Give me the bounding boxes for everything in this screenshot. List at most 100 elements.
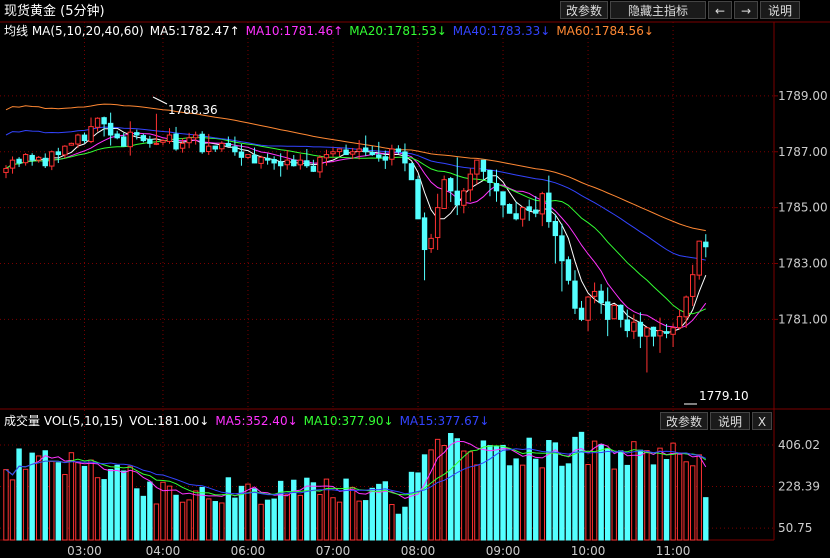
volume-bar bbox=[376, 483, 382, 541]
high-label: 1788.36 bbox=[168, 103, 218, 117]
candle bbox=[114, 130, 120, 140]
volume-bar bbox=[448, 433, 454, 541]
candle-body bbox=[3, 168, 9, 173]
candle-body bbox=[474, 159, 480, 175]
volume-bar bbox=[363, 500, 369, 541]
candle-body bbox=[225, 142, 232, 147]
candle bbox=[519, 206, 526, 227]
candle bbox=[513, 201, 519, 221]
candle bbox=[3, 165, 9, 179]
volume-bar bbox=[526, 437, 532, 541]
candle-body bbox=[107, 122, 114, 136]
candle bbox=[304, 149, 310, 168]
volume-ma-lines bbox=[5, 440, 707, 499]
volume-bar bbox=[127, 465, 133, 541]
help-button[interactable]: 说明 bbox=[760, 1, 800, 19]
candle bbox=[212, 145, 218, 152]
candle-body bbox=[598, 290, 604, 304]
candle-body bbox=[153, 142, 160, 145]
candle bbox=[317, 155, 323, 178]
arrow-left-icon[interactable]: ← bbox=[708, 1, 732, 19]
volume-bar bbox=[179, 501, 186, 541]
volume-bar bbox=[474, 464, 480, 541]
hide-main-indicator-button[interactable]: 隐藏主指标 bbox=[610, 1, 706, 19]
volume-bar bbox=[264, 499, 271, 541]
candle bbox=[179, 138, 186, 153]
candle-body bbox=[533, 209, 539, 214]
vol-help-button[interactable]: 说明 bbox=[710, 412, 750, 430]
candle bbox=[36, 156, 42, 163]
candle bbox=[199, 131, 205, 154]
candle-body bbox=[657, 330, 663, 337]
volume-bar bbox=[487, 445, 493, 541]
candle-body bbox=[68, 142, 75, 146]
candle-body bbox=[173, 133, 179, 150]
volume-bar bbox=[421, 454, 428, 541]
candle bbox=[356, 140, 362, 160]
candle bbox=[271, 156, 277, 170]
candle-body bbox=[696, 240, 702, 276]
candle-body bbox=[578, 307, 585, 320]
volume-bar bbox=[454, 438, 460, 541]
main-legend: 均线 MA(5,10,20,40,60) MA5:1782.47↑ MA10:178… bbox=[4, 24, 654, 38]
candle-body bbox=[16, 158, 22, 164]
volume-bar bbox=[343, 478, 349, 541]
candle bbox=[670, 323, 676, 348]
candle bbox=[153, 113, 160, 146]
candle-body bbox=[487, 169, 493, 183]
candle bbox=[29, 153, 35, 166]
volume-bar bbox=[591, 440, 598, 541]
arrow-right-icon[interactable]: → bbox=[734, 1, 758, 19]
candle bbox=[284, 149, 290, 170]
volume-bar bbox=[107, 469, 114, 541]
volume-bar bbox=[212, 501, 218, 541]
volume-bar bbox=[206, 498, 212, 541]
candle-body bbox=[441, 179, 447, 209]
volume-bar bbox=[336, 501, 343, 541]
volume-bar bbox=[631, 441, 637, 541]
candle bbox=[232, 136, 238, 156]
edit-params-button[interactable]: 改参数 bbox=[560, 1, 608, 19]
candle bbox=[55, 147, 62, 164]
candle-body bbox=[330, 151, 336, 155]
candle-body bbox=[637, 321, 644, 337]
candle bbox=[546, 175, 552, 228]
candle bbox=[9, 156, 16, 174]
volume-bar bbox=[323, 478, 330, 541]
volume-tick-label: 406.02 bbox=[778, 438, 820, 452]
high-annotation: 1788.36 bbox=[152, 96, 218, 117]
candle-body bbox=[631, 321, 637, 332]
candle-body bbox=[448, 178, 454, 192]
candle bbox=[206, 133, 212, 155]
candle-body bbox=[683, 296, 689, 318]
volume-bar bbox=[604, 448, 611, 541]
volume-bar bbox=[683, 461, 689, 541]
close-icon[interactable]: X bbox=[752, 412, 772, 430]
vol-edit-params-button[interactable]: 改参数 bbox=[660, 412, 708, 430]
volume-bar bbox=[434, 438, 441, 541]
volume-bar bbox=[559, 465, 565, 541]
candle bbox=[539, 191, 545, 227]
candle-body bbox=[258, 156, 264, 164]
volume-bar bbox=[3, 469, 9, 541]
volume-bar bbox=[88, 459, 94, 541]
candle-body bbox=[559, 235, 565, 262]
price-tick-label: 1783.00 bbox=[778, 257, 828, 271]
candle bbox=[611, 304, 617, 320]
candle bbox=[428, 233, 434, 253]
candle-body bbox=[690, 274, 696, 297]
volume-bar bbox=[506, 465, 513, 541]
candle-body bbox=[454, 190, 460, 206]
volume-bar bbox=[291, 479, 297, 541]
candle-body bbox=[415, 179, 421, 220]
volume-bar bbox=[670, 442, 676, 541]
volume-bar bbox=[650, 464, 657, 541]
candle-body bbox=[9, 159, 16, 169]
candle-body bbox=[506, 203, 513, 214]
candle bbox=[186, 132, 192, 149]
ma-legend-item: MA40:1783.33↓ bbox=[453, 24, 551, 38]
volume-bar bbox=[402, 506, 408, 541]
candle-body bbox=[42, 157, 48, 167]
candle bbox=[121, 132, 127, 147]
candle-body bbox=[408, 163, 415, 181]
